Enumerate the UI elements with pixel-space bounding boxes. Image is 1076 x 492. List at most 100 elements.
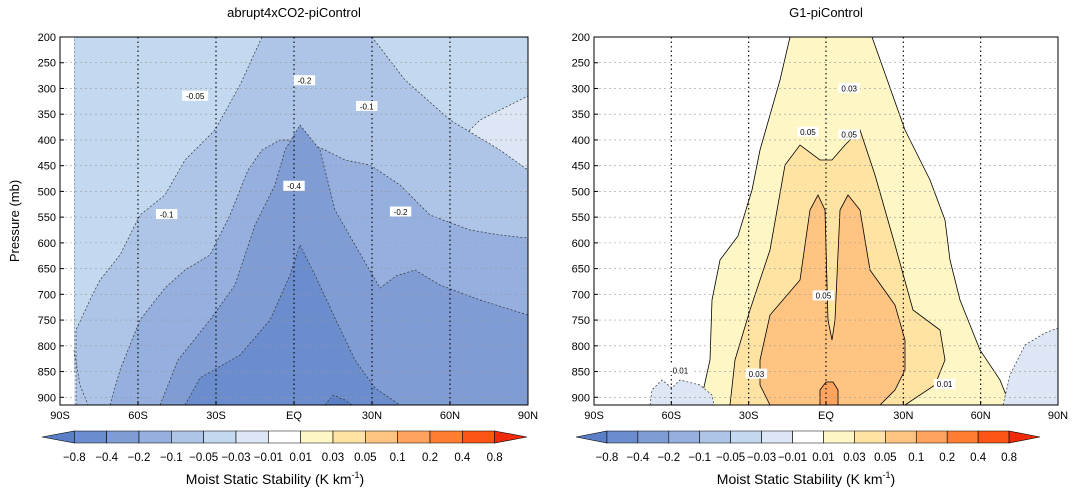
right-colorbar-label-exponent: -1 xyxy=(883,470,891,480)
right-contour-label-bg-3 xyxy=(812,290,835,301)
right-contour-label-bg-4 xyxy=(666,365,693,376)
left-ytick-label-550: 550 xyxy=(38,212,56,224)
right-colorbar-bin-5 xyxy=(730,430,762,444)
right-ytick-label-600: 600 xyxy=(572,238,590,250)
left-ytick-label-650: 650 xyxy=(38,264,56,276)
right-colorbar-bin-8 xyxy=(823,430,855,444)
right-contour-label-bg-5 xyxy=(745,368,768,379)
left-colorbar-tick-10: 0.1 xyxy=(390,452,406,464)
left-ytick-label-450: 450 xyxy=(38,161,56,173)
right-ytick-label-550: 550 xyxy=(572,212,590,224)
left-xtick-label-EQ: EQ xyxy=(286,410,302,422)
right-y-ticks: 200 250 300 350 400 450 500 550 600 650 700 750 800 8… xyxy=(572,32,598,404)
right-contour-label-5: 0.03 xyxy=(749,370,765,379)
right-colorbar-bin-3 xyxy=(668,430,701,444)
left-colorbar-bin-8 xyxy=(300,430,334,444)
left-edge-contour xyxy=(73,349,89,405)
right-colorbar-bin-4 xyxy=(699,430,731,444)
right-contour-label-4: -0.01 xyxy=(670,366,689,375)
right-colorbar: −0.8 −0.4 −0.2 −0.1 −0.05 −0.03 −0.01 0.01 0.03 0… xyxy=(575,430,1041,464)
right-ytick-label-800: 800 xyxy=(572,341,590,353)
left-colorbar-tick-4: −0.05 xyxy=(189,452,218,464)
right-ytick-label-850: 850 xyxy=(572,367,590,379)
left-ytick-label-500: 500 xyxy=(38,186,56,198)
left-colorbar-bin-11 xyxy=(397,430,431,444)
left-colorbar-tick-12: 0.4 xyxy=(454,452,471,464)
right-ytick-label-700: 700 xyxy=(572,289,590,301)
right-ytick-label-650: 650 xyxy=(572,264,590,276)
right-ytick-label-250: 250 xyxy=(572,58,590,70)
left-xtick-label-30S: 30S xyxy=(206,410,226,422)
right-ytick-label-200: 200 xyxy=(572,32,590,44)
left-colorbar-label-exponent: -1 xyxy=(352,470,360,480)
left-ytick-label-800: 800 xyxy=(38,341,56,353)
right-colorbar-bin-14 xyxy=(1008,430,1041,444)
left-colorbar: −0.8 −0.4 −0.2 −0.1 −0.05 −0.03 −0.01 0.01 0.03 0… xyxy=(41,430,528,464)
right-contour-labels: 0.03 0.05 0.05 0.05 -0.01 0.03 0.01 xyxy=(666,82,956,389)
left-ytick-label-250: 250 xyxy=(38,58,56,70)
left-colorbar-tick-2: −0.2 xyxy=(128,452,151,464)
left-xtick-label-90S: 90S xyxy=(50,410,70,422)
left-contour-label-bg-4 xyxy=(155,209,178,220)
right-ytick-label-500: 500 xyxy=(572,186,590,198)
right-contour-label-1: 0.05 xyxy=(800,128,816,137)
left-gridlines xyxy=(60,37,528,405)
right-colorbar-tick-4: −0.05 xyxy=(716,452,745,464)
left-colorbar-bin-4 xyxy=(171,430,204,444)
right-colorbar-bin-9 xyxy=(854,430,886,444)
left-colorbar-bin-2 xyxy=(106,430,140,444)
right-colorbar-bin-0 xyxy=(575,430,608,444)
right-colorbar-tick-6: −0.01 xyxy=(778,452,807,464)
right-contour-label-bg-0 xyxy=(838,82,860,93)
left-y-ticks: 200 250 300 350 400 450 500 550 600 650 700 750 800 8… xyxy=(38,32,64,404)
left-ytick-label-750: 750 xyxy=(38,315,56,327)
left-colorbar-bin-3 xyxy=(138,430,172,444)
right-band-0.1 xyxy=(819,381,839,405)
right-x-ticks: 90S 60S 30S EQ 30N 60N 90N xyxy=(584,401,1068,422)
left-y-axis-label: Pressure (mb) xyxy=(7,180,22,262)
right-colorbar-tick-12: 0.4 xyxy=(970,452,987,464)
right-xtick-label-30N: 30N xyxy=(893,410,913,422)
right-chart-title: G1-piControl xyxy=(789,5,863,20)
right-colorbar-bin-13 xyxy=(977,430,1010,444)
right-ytick-label-400: 400 xyxy=(572,135,590,147)
right-ytick-label-900: 900 xyxy=(572,392,590,404)
left-colorbar-tick-9: 0.05 xyxy=(354,452,376,464)
right-colorbar-bin-1 xyxy=(606,430,639,444)
left-colorbar-tick-6: −0.01 xyxy=(254,452,283,464)
left-colorbar-label: Moist Static Stability (K km-1) xyxy=(186,470,364,487)
left-ytick-label-350: 350 xyxy=(38,109,56,121)
left-contour-label-4: -0.1 xyxy=(160,210,174,219)
right-colorbar-tick-0: −0.8 xyxy=(596,452,619,464)
right-panel: G1-piControl 0.030.05 0.050.05-0.01 0.030.… xyxy=(572,5,1069,422)
left-ytick-label-600: 600 xyxy=(38,238,56,250)
left-contour-label-2: -0.1 xyxy=(360,102,374,111)
left-contour-label-bg-3 xyxy=(283,180,305,191)
right-xtick-label-30S: 30S xyxy=(739,410,759,422)
left-panel: abrupt4xCO2-piControl Pressure (mb) -0.0… xyxy=(7,5,538,422)
right-colorbar-tick-1: −0.4 xyxy=(627,452,650,464)
right-colorbar-tick-2: −0.2 xyxy=(657,452,680,464)
left-colorbar-tick-3: −0.1 xyxy=(160,452,183,464)
right-band-neg-south xyxy=(649,379,715,405)
left-xtick-label-60S: 60S xyxy=(128,410,148,422)
right-ytick-label-750: 750 xyxy=(572,315,590,327)
left-x-ticks: 90S 60S 30S EQ 30N 60N 90N xyxy=(50,401,538,422)
right-ytick-label-350: 350 xyxy=(572,109,590,121)
left-colorbar-tick-13: 0.8 xyxy=(487,452,503,464)
left-contour-label-5: -0.2 xyxy=(394,208,408,217)
left-colorbar-tick-1: −0.4 xyxy=(95,452,118,464)
left-ytick-label-400: 400 xyxy=(38,135,56,147)
left-colorbar-tick-7: 0.01 xyxy=(289,452,311,464)
left-contour-label-bg-5 xyxy=(389,206,412,217)
right-contour-label-6: 0.01 xyxy=(937,380,953,389)
right-colorbar-bin-7 xyxy=(792,430,824,444)
left-xtick-label-90N: 90N xyxy=(518,410,538,422)
left-ytick-label-900: 900 xyxy=(38,392,56,404)
right-colorbar-bin-11 xyxy=(915,430,948,444)
right-xtick-label-60S: 60S xyxy=(662,410,682,422)
left-colorbar-bin-5 xyxy=(203,430,237,444)
left-contour-label-bg-1 xyxy=(293,75,316,86)
left-colorbar-bin-10 xyxy=(365,430,398,444)
left-colorbar-bin-0 xyxy=(41,430,75,444)
